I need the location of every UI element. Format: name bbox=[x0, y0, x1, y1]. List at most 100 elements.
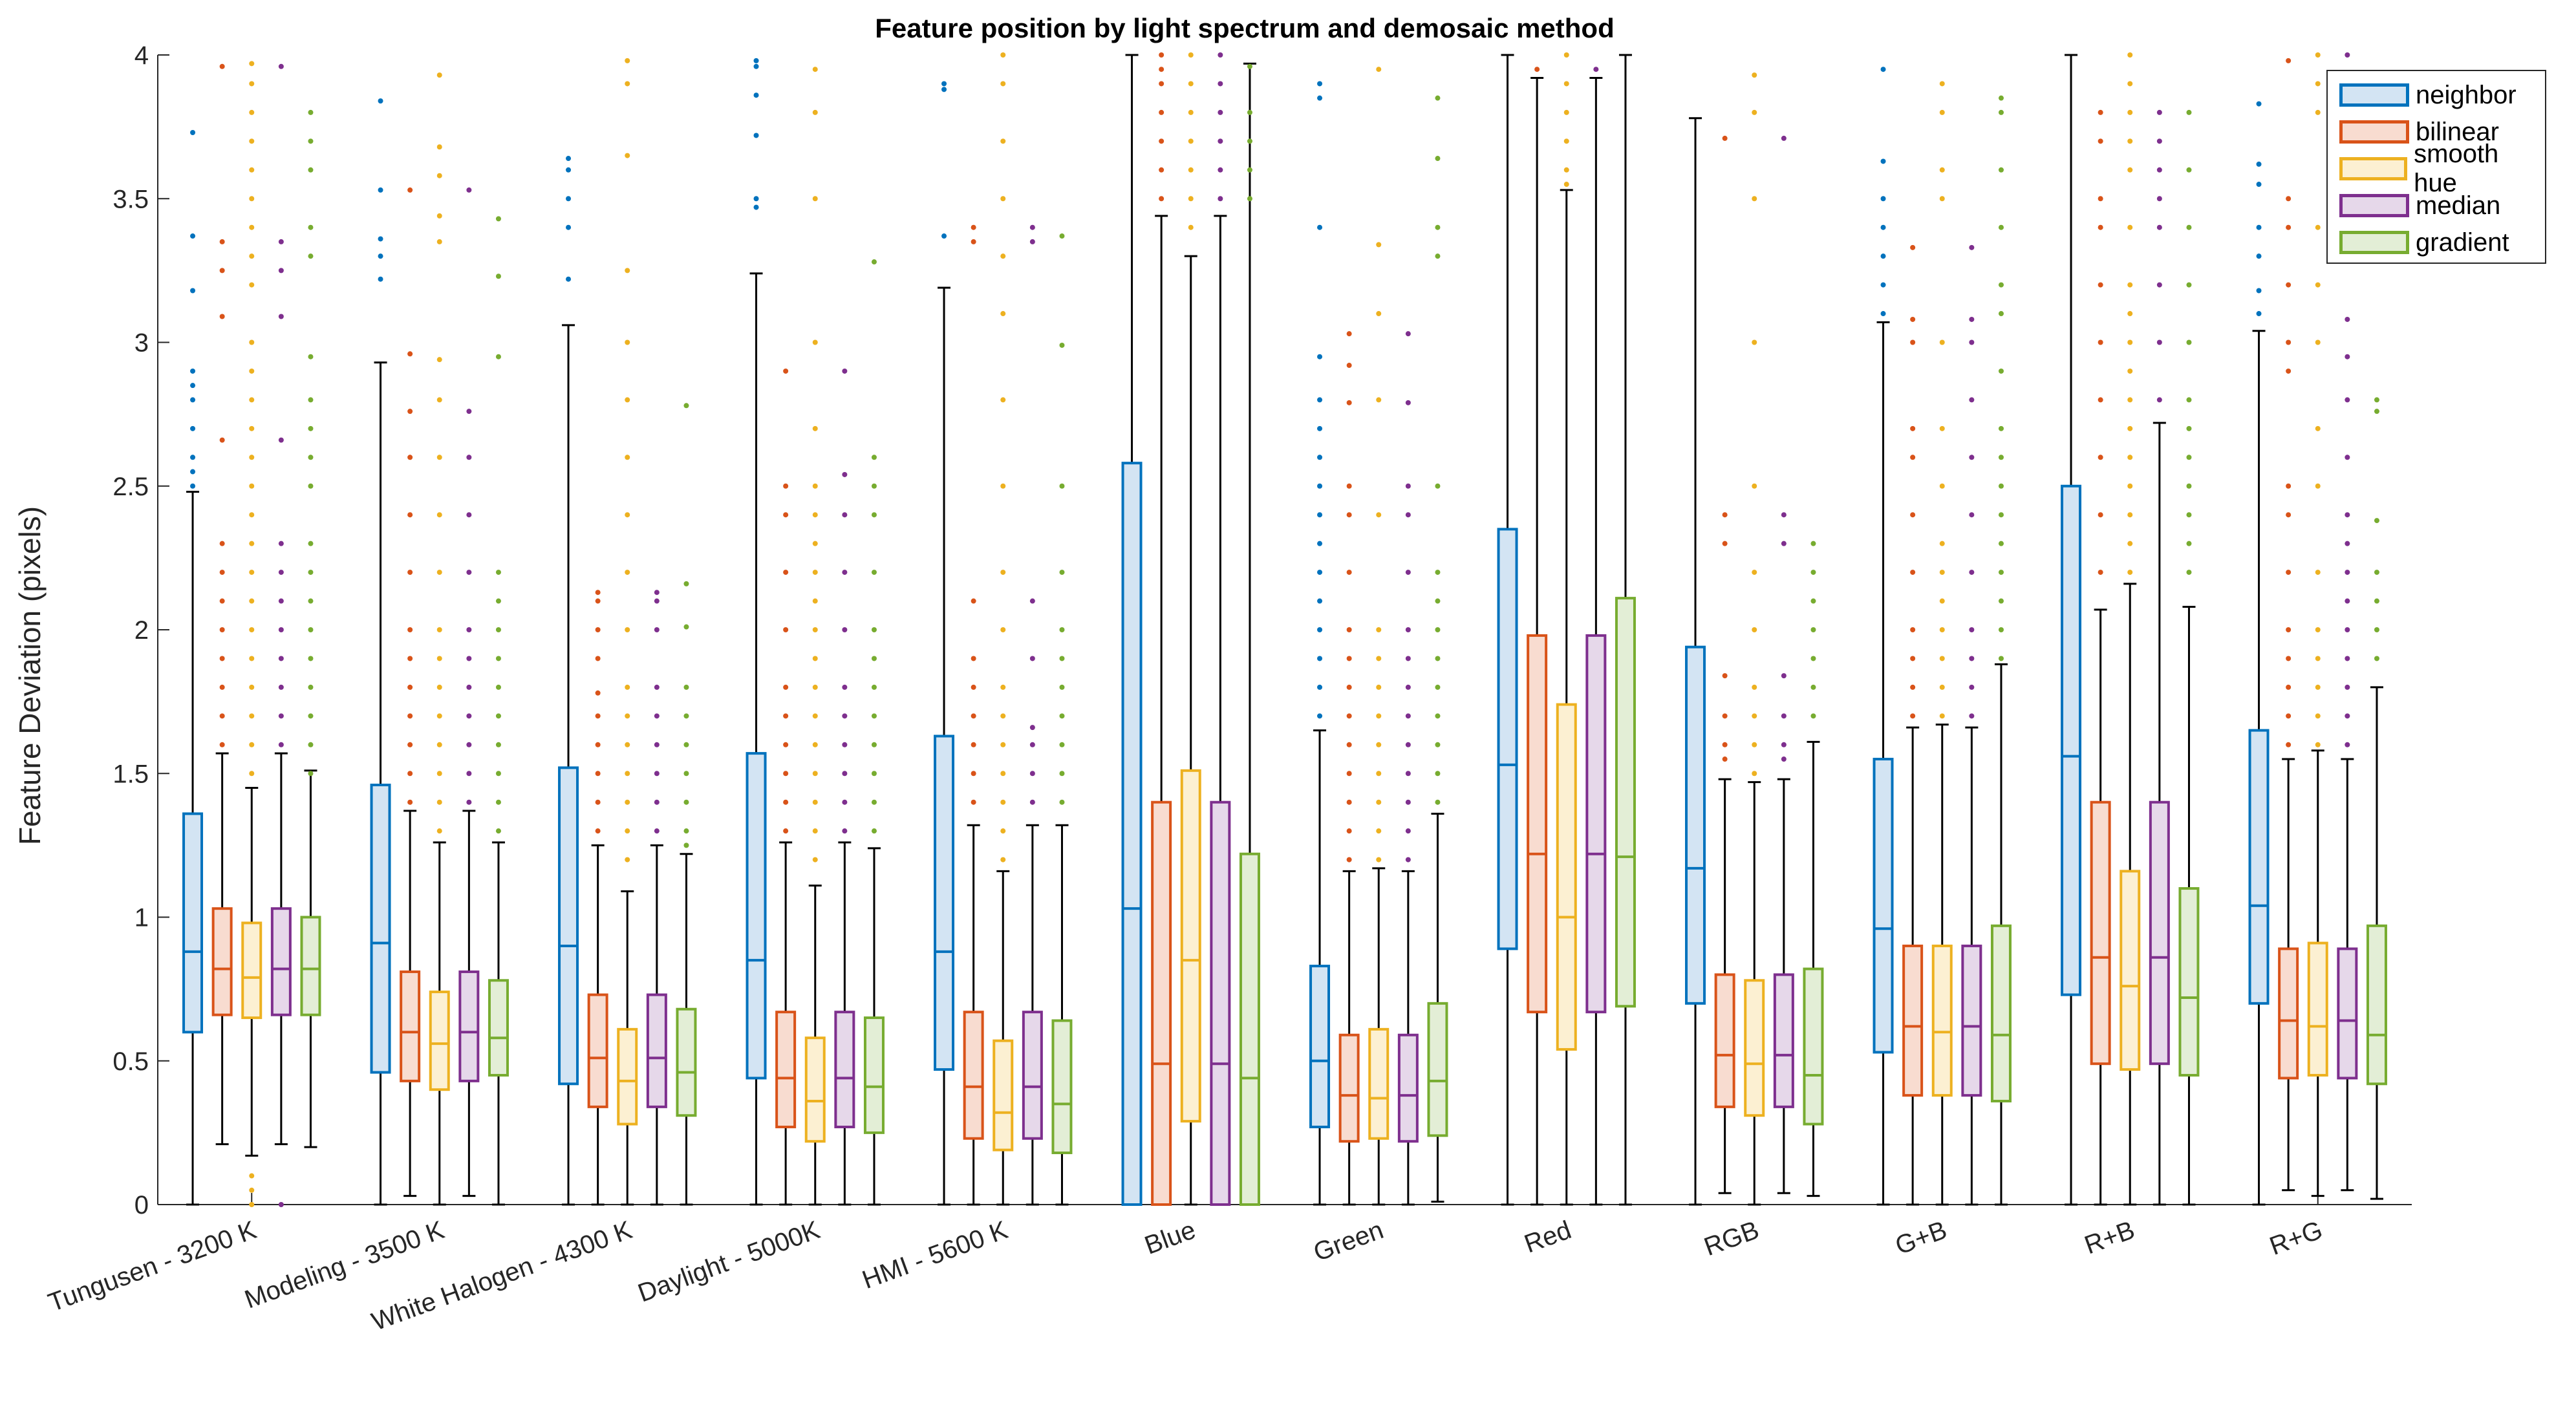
outlier-point bbox=[1376, 799, 1382, 805]
outlier-point bbox=[1059, 483, 1065, 489]
outlier-point bbox=[190, 130, 196, 136]
outlier-point bbox=[1939, 167, 1945, 173]
box bbox=[1803, 967, 1824, 1126]
outlier-point bbox=[1029, 656, 1035, 661]
outlier-point bbox=[1969, 684, 1975, 690]
outlier-point bbox=[683, 771, 689, 777]
outlier-point bbox=[1880, 253, 1886, 259]
outlier-point bbox=[1405, 331, 1411, 337]
outlier-point bbox=[2286, 196, 2292, 202]
outlier-point bbox=[1435, 799, 1441, 805]
outlier-point bbox=[466, 187, 472, 193]
box bbox=[676, 1007, 697, 1117]
legend-item-neighbor: neighbor bbox=[2339, 79, 2517, 111]
outlier-point bbox=[1969, 339, 1975, 345]
outlier-point bbox=[625, 799, 630, 805]
outlier-point bbox=[1000, 52, 1006, 58]
outlier-point bbox=[1376, 713, 1382, 719]
box bbox=[617, 1027, 638, 1126]
outlier-point bbox=[2315, 282, 2321, 288]
outlier-point bbox=[1405, 857, 1411, 863]
outlier-point bbox=[1317, 354, 1323, 359]
outlier-point bbox=[625, 713, 630, 719]
outlier-point bbox=[971, 713, 976, 719]
box bbox=[1022, 1011, 1043, 1140]
outlier-point bbox=[1000, 828, 1006, 834]
outlier-point bbox=[2345, 627, 2350, 632]
box bbox=[270, 907, 292, 1016]
outlier-point bbox=[308, 598, 314, 604]
outlier-point bbox=[812, 598, 818, 604]
outlier-point bbox=[1405, 400, 1411, 405]
outlier-point bbox=[1405, 828, 1411, 834]
outlier-point bbox=[2286, 512, 2292, 518]
outlier-point bbox=[2186, 483, 2192, 489]
outlier-point bbox=[2186, 541, 2192, 546]
box bbox=[370, 784, 391, 1074]
outlier-point bbox=[2374, 397, 2379, 403]
outlier-point bbox=[1722, 512, 1728, 518]
outlier-point bbox=[625, 627, 630, 632]
outlier-point bbox=[378, 236, 383, 242]
outlier-point bbox=[190, 455, 196, 460]
outlier-point bbox=[2156, 167, 2162, 173]
box bbox=[2307, 941, 2328, 1077]
outlier-point bbox=[466, 409, 472, 414]
outlier-point bbox=[2186, 167, 2192, 173]
outlier-point bbox=[249, 397, 255, 403]
outlier-point bbox=[436, 828, 442, 834]
outlier-point bbox=[2256, 101, 2262, 107]
outlier-point bbox=[1059, 627, 1065, 632]
outlier-point bbox=[2186, 570, 2192, 575]
box bbox=[1685, 645, 1706, 1005]
outlier-point bbox=[2186, 224, 2192, 230]
outlier-point bbox=[871, 684, 877, 690]
outlier-point bbox=[436, 455, 442, 460]
outlier-point bbox=[2315, 742, 2321, 747]
outlier-point bbox=[1376, 397, 1382, 403]
outlier-point bbox=[1563, 182, 1569, 188]
outlier-point bbox=[2286, 742, 2292, 747]
outlier-point bbox=[407, 187, 413, 193]
x-tick-label: Red bbox=[1521, 1216, 1575, 1258]
outlier-point bbox=[625, 153, 630, 158]
outlier-point bbox=[190, 425, 196, 431]
outlier-point bbox=[2186, 282, 2192, 288]
outlier-point bbox=[1752, 196, 1757, 202]
outlier-point bbox=[842, 570, 848, 575]
outlier-point bbox=[1376, 242, 1382, 248]
outlier-point bbox=[1969, 627, 1975, 632]
outlier-point bbox=[1346, 742, 1352, 747]
box bbox=[2337, 947, 2358, 1080]
outlier-point bbox=[2098, 397, 2103, 403]
outlier-point bbox=[1810, 541, 1816, 546]
outlier-point bbox=[2286, 713, 2292, 719]
outlier-point bbox=[1910, 570, 1916, 575]
outlier-point bbox=[812, 541, 818, 546]
outlier-point bbox=[1159, 52, 1165, 58]
outlier-point bbox=[753, 196, 759, 202]
outlier-point bbox=[2315, 224, 2321, 230]
outlier-point bbox=[495, 771, 501, 777]
outlier-point bbox=[1346, 483, 1352, 489]
outlier-point bbox=[2345, 598, 2350, 604]
outlier-point bbox=[1880, 282, 1886, 288]
box bbox=[1931, 944, 1953, 1097]
outlier-point bbox=[1317, 95, 1323, 101]
outlier-point bbox=[466, 656, 472, 661]
outlier-point bbox=[2156, 138, 2162, 144]
outlier-point bbox=[1346, 570, 1352, 575]
outlier-point bbox=[466, 455, 472, 460]
outlier-point bbox=[436, 771, 442, 777]
outlier-point bbox=[249, 425, 255, 431]
outlier-point bbox=[871, 828, 877, 834]
outlier-point bbox=[842, 471, 848, 477]
outlier-point bbox=[971, 742, 976, 747]
box bbox=[2061, 484, 2082, 996]
outlier-point bbox=[1376, 771, 1382, 777]
outlier-point bbox=[278, 598, 284, 604]
outlier-point bbox=[308, 425, 314, 431]
outlier-point bbox=[2286, 339, 2292, 345]
outlier-point bbox=[308, 354, 314, 359]
outlier-point bbox=[249, 656, 255, 661]
